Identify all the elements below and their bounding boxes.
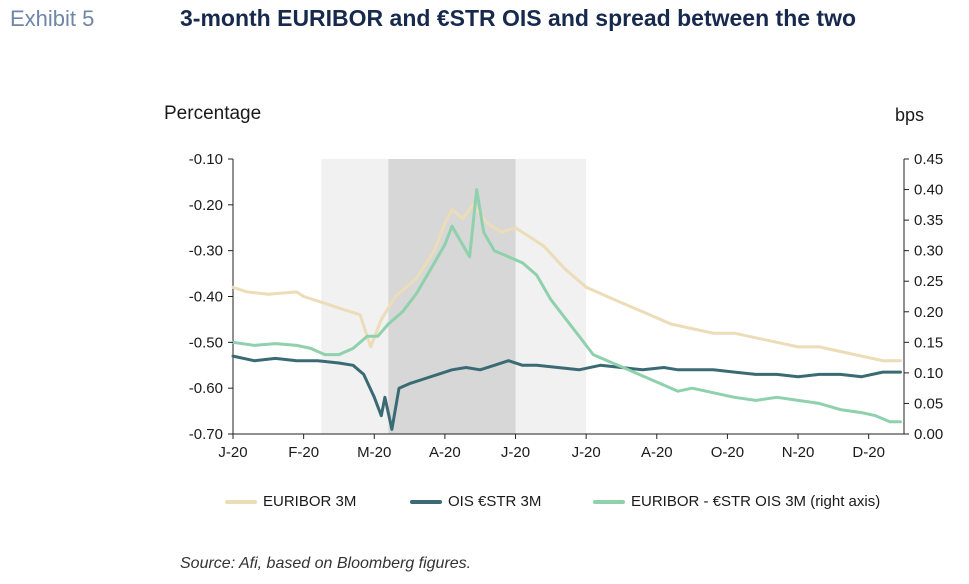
x-tick-label: N-20 [782,444,815,461]
left-tick-label: -0.60 [189,380,223,397]
legend-label-spread: EURIBOR - €STR OIS 3M (right axis) [631,493,881,510]
legend-swatch-euribor [225,499,257,504]
x-tick-label: A-20 [429,444,461,461]
series-line-2 [231,188,902,424]
legend-item-euribor: EURIBOR 3M [225,493,356,510]
chart-title: 3-month EURIBOR and €STR OIS and spread … [180,5,857,31]
right-tick-label: 0.05 [914,395,943,412]
shaded-region-1 [388,159,516,434]
series-line-1 [231,354,902,431]
legend-item-ois: OIS €STR 3M [410,493,541,510]
left-tick-label: -0.50 [189,334,223,351]
left-tick-label: -0.30 [189,243,223,260]
legend-label-euribor: EURIBOR 3M [263,493,357,510]
legend-item-spread: EURIBOR - €STR OIS 3M (right axis) [593,493,880,510]
x-tick-label: J-20 [572,444,601,461]
right-tick-label: 0.40 [914,182,943,199]
right-tick-label: 0.25 [914,273,943,290]
legend-swatch-spread [593,499,625,504]
right-tick-label: 0.00 [914,426,943,443]
right-tick-label: 0.20 [914,304,943,321]
shaded-periods [321,159,587,434]
x-tick-label: D-20 [852,444,885,461]
left-tick-label: -0.70 [189,426,223,443]
right-tick-label: 0.30 [914,243,943,260]
left-tick-label: -0.10 [189,151,223,168]
x-tick-label: J-20 [501,444,530,461]
exhibit-label: Exhibit 5 [10,6,95,31]
x-tick-label: F-20 [288,444,319,461]
x-tick-label: M-20 [357,444,391,461]
legend: EURIBOR 3M OIS €STR 3M EURIBOR - €STR OI… [0,493,969,517]
legend-swatch-ois [410,499,442,504]
right-tick-label: 0.35 [914,212,943,229]
axis-ticks: -0.10 -0.20 -0.30 -0.40 -0.50 -0.60 -0.70 0.45 0… [189,151,943,461]
right-tick-label: 0.15 [914,334,943,351]
x-tick-label: O-20 [711,444,744,461]
left-tick-label: -0.40 [189,289,223,306]
right-axis-label: bps [895,105,925,125]
series-line-0 [231,203,902,363]
source-note: Source: Afi, based on Bloomberg figures. [180,555,472,572]
left-tick-label: -0.20 [189,197,223,214]
left-axis-label: Percentage [164,103,262,124]
x-tick-label: A-20 [641,444,673,461]
right-tick-label: 0.10 [914,365,943,382]
x-tick-label: J-20 [218,444,247,461]
right-tick-label: 0.45 [914,151,943,168]
chart-series [231,188,902,431]
legend-label-ois: OIS €STR 3M [448,493,542,510]
